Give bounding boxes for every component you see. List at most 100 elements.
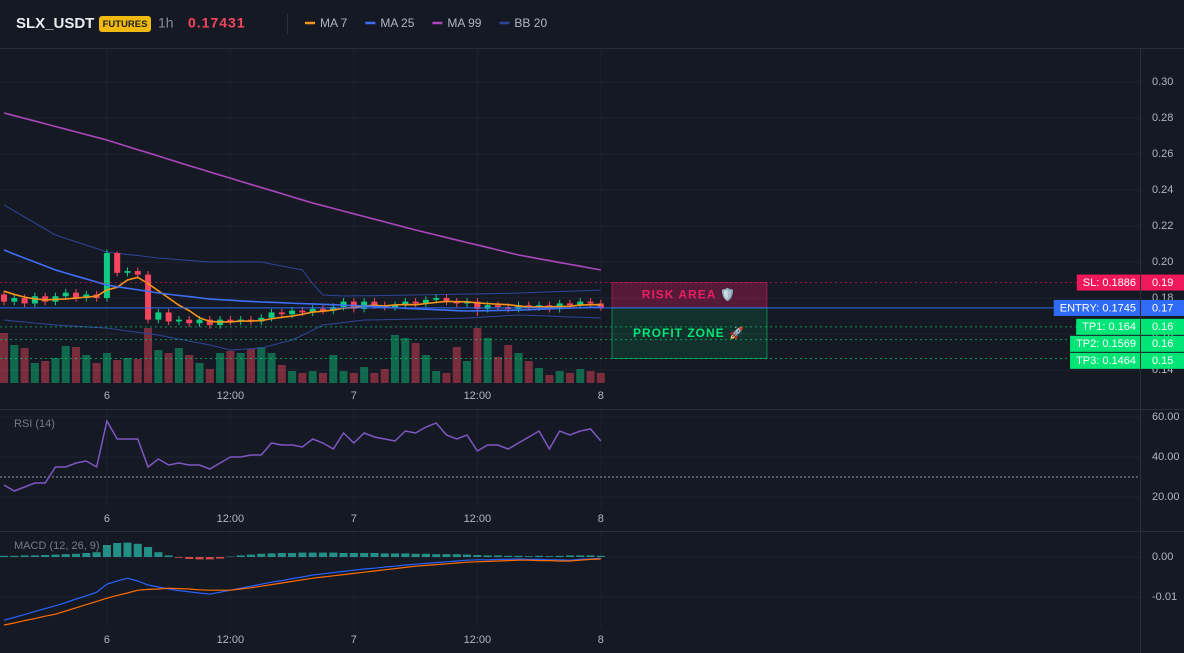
- volume-bar: [329, 355, 338, 383]
- signal-line: [3, 558, 601, 626]
- zone: [611, 282, 768, 309]
- histogram-bar: [493, 555, 502, 557]
- macd-line: [3, 557, 601, 621]
- pane-title: RSI (14): [14, 418, 55, 430]
- volume-bar: [277, 365, 286, 383]
- histogram-bar: [401, 553, 410, 557]
- volume-bar: [596, 373, 605, 383]
- candle-body: [175, 319, 182, 322]
- volume-bar: [555, 371, 564, 383]
- volume-bar: [473, 328, 482, 383]
- level-label-bg: [1070, 352, 1140, 369]
- histogram-bar: [226, 556, 235, 558]
- candle-body: [494, 305, 501, 308]
- volume-bar: [339, 371, 348, 383]
- axis-label-bg: [1141, 274, 1184, 291]
- legend-label: MA 99: [447, 16, 481, 30]
- indicator-line: [3, 204, 601, 297]
- candle-body: [577, 301, 584, 306]
- volume-bar: [61, 346, 70, 383]
- volume-bar: [565, 373, 574, 383]
- candle-body: [371, 301, 378, 306]
- histogram-bar: [452, 554, 461, 557]
- histogram-bar: [185, 557, 194, 559]
- y-tick-label: -0.01: [1152, 591, 1177, 603]
- x-tick-label: 12:00: [217, 390, 245, 402]
- volume-bar: [504, 345, 513, 383]
- y-tick-label: 0.24: [1152, 184, 1173, 196]
- volume-bar: [257, 347, 266, 383]
- volume-bar: [10, 345, 19, 383]
- candle-body: [165, 312, 172, 322]
- level-label: TP1: 0.164: [1082, 321, 1136, 333]
- volume-bar: [524, 361, 533, 383]
- pane: [0, 532, 1140, 628]
- y-tick-label: 60.00: [1152, 411, 1180, 423]
- x-tick-label: 7: [351, 390, 357, 402]
- volume-bar: [442, 373, 451, 383]
- volume-bar: [493, 357, 502, 383]
- histogram-bar: [504, 555, 513, 557]
- axis-label: 0.17: [1152, 302, 1173, 314]
- volume-bar: [535, 368, 544, 383]
- level-label-bg: [1070, 335, 1140, 352]
- volume-bar: [82, 355, 91, 383]
- volume-bar: [452, 347, 461, 383]
- histogram-bar: [545, 556, 554, 557]
- axis-label: 0.16: [1152, 321, 1173, 333]
- y-tick-label: 20.00: [1152, 491, 1180, 503]
- candle-body: [196, 319, 203, 324]
- histogram-bar: [514, 555, 523, 557]
- badge: FUTURES: [103, 19, 148, 30]
- level-label: TP3: 0.1464: [1076, 355, 1136, 367]
- volume-bar: [380, 369, 389, 383]
- volume-bar: [20, 348, 29, 383]
- zone-label: PROFIT ZONE 🚀: [633, 326, 745, 340]
- y-tick-label: 0.30: [1152, 76, 1173, 88]
- volume-bar: [30, 363, 39, 383]
- histogram-bar: [10, 555, 19, 557]
- x-tick-label: 7: [351, 634, 357, 646]
- volume-bar: [576, 369, 585, 383]
- y-tick-label: 0.22: [1152, 220, 1173, 232]
- volume-bar: [205, 369, 214, 383]
- volume-bar: [246, 349, 255, 383]
- x-tick-label: 12:00: [464, 634, 492, 646]
- histogram-bar: [20, 555, 29, 557]
- x-tick-label: 6: [104, 634, 110, 646]
- x-tick-label: 8: [598, 513, 604, 525]
- candle-body: [62, 292, 69, 297]
- histogram-bar: [41, 555, 50, 557]
- candle-body: [42, 296, 49, 302]
- candle-body: [145, 274, 152, 320]
- indicator-line: [3, 112, 601, 271]
- histogram-bar: [144, 547, 153, 557]
- pane-title: MACD (12, 26, 9): [14, 540, 100, 552]
- volume-bar: [72, 347, 81, 383]
- pane: [0, 410, 1140, 508]
- histogram-bar: [102, 545, 111, 557]
- x-tick-label: 8: [598, 390, 604, 402]
- candle-body: [21, 298, 28, 304]
- histogram-bar: [380, 553, 389, 557]
- volume-bar: [113, 360, 122, 383]
- histogram-bar: [298, 552, 307, 557]
- volume-bar: [174, 348, 183, 383]
- interval: 1h: [158, 15, 174, 31]
- candle-body: [525, 305, 532, 308]
- x-tick-label: 12:00: [464, 513, 492, 525]
- axis-label-bg: [1141, 335, 1184, 352]
- level-label-bg: [1076, 274, 1140, 291]
- histogram-bar: [586, 555, 595, 557]
- x-tick-label: 12:00: [217, 634, 245, 646]
- legend-label: MA 7: [320, 16, 348, 30]
- candle-body: [134, 271, 141, 275]
- candle-body: [340, 301, 347, 308]
- candle-body: [1, 294, 7, 302]
- x-tick-label: 12:00: [464, 390, 492, 402]
- candle-body: [443, 298, 450, 302]
- volume-bar: [185, 355, 194, 383]
- histogram-bar: [432, 554, 441, 557]
